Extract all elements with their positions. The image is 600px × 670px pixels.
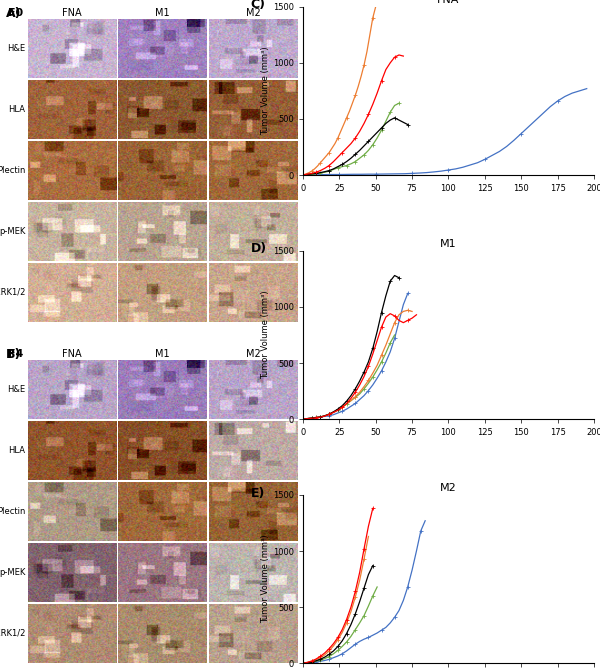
- Title: FNA: FNA: [437, 0, 460, 5]
- Y-axis label: Tumor Volume (mm³): Tumor Volume (mm³): [261, 47, 270, 135]
- Title: M1: M1: [440, 239, 457, 249]
- Text: M2: M2: [245, 8, 260, 18]
- Text: M2: M2: [245, 349, 260, 359]
- Text: FNA: FNA: [62, 8, 82, 18]
- Text: H&E: H&E: [7, 385, 25, 394]
- Text: F0: F0: [8, 8, 23, 18]
- Text: H&E: H&E: [7, 44, 25, 53]
- Text: p-ERK1/2: p-ERK1/2: [0, 629, 25, 638]
- Y-axis label: Tumor Volume (mm³): Tumor Volume (mm³): [261, 291, 270, 379]
- Text: Plectin: Plectin: [0, 166, 25, 175]
- Text: D): D): [251, 243, 266, 255]
- Y-axis label: Tumor Volume (mm³): Tumor Volume (mm³): [261, 535, 270, 623]
- Text: A): A): [6, 7, 22, 19]
- Text: M1: M1: [155, 8, 170, 18]
- Text: HLA: HLA: [8, 105, 25, 114]
- Text: M1: M1: [155, 349, 170, 359]
- Text: p-ERK1/2: p-ERK1/2: [0, 288, 25, 297]
- Text: Plectin: Plectin: [0, 507, 25, 516]
- Text: p-MEK: p-MEK: [0, 227, 25, 236]
- Text: HLA: HLA: [8, 446, 25, 455]
- Text: C): C): [251, 0, 266, 11]
- Text: FNA: FNA: [62, 349, 82, 359]
- Text: F4: F4: [8, 349, 23, 359]
- Title: M2: M2: [440, 483, 457, 492]
- Text: E): E): [251, 486, 265, 500]
- Text: B): B): [6, 348, 22, 360]
- Text: p-MEK: p-MEK: [0, 568, 25, 577]
